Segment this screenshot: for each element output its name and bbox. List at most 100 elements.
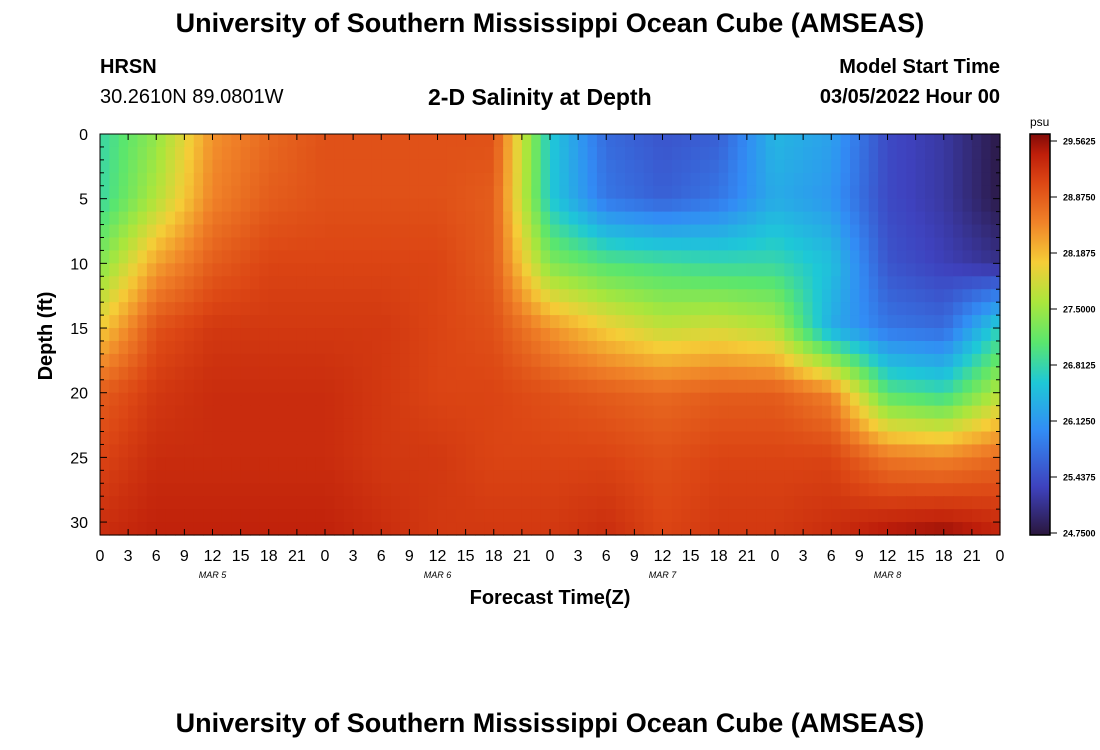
heatmap-cell (493, 444, 504, 458)
heatmap-cell (868, 496, 879, 510)
heatmap-cell (859, 457, 870, 471)
heatmap-cell (437, 302, 448, 316)
heatmap-cell (831, 263, 842, 277)
heatmap-cell (400, 315, 410, 329)
heatmap-cell (775, 276, 785, 290)
heatmap-cell (437, 198, 448, 213)
heatmap-cell (334, 302, 345, 316)
heatmap-cell (737, 379, 748, 394)
heatmap-cell (475, 211, 485, 226)
heatmap-cell (634, 211, 645, 226)
heatmap-cell (493, 172, 504, 187)
heatmap-cell (578, 431, 589, 446)
heatmap-cell (643, 509, 654, 523)
heatmap-cell (915, 470, 926, 484)
heatmap-cell (878, 457, 889, 471)
heatmap-cell (906, 250, 917, 264)
heatmap-cell (362, 211, 373, 226)
heatmap-cells (100, 134, 1001, 536)
heatmap-cell (606, 159, 617, 174)
heatmap-cell (287, 263, 298, 277)
heatmap-cell (840, 185, 851, 200)
x-tick-label: 21 (288, 548, 306, 565)
heatmap-cell (578, 224, 589, 239)
heatmap-cell (887, 224, 898, 239)
heatmap-cell (193, 211, 204, 226)
heatmap-cell (634, 470, 645, 484)
heatmap-cell (671, 198, 682, 213)
heatmap-cell (503, 250, 514, 264)
heatmap-cell (446, 496, 457, 510)
heatmap-cell (943, 315, 954, 329)
heatmap-cell (784, 211, 795, 226)
heatmap-cell (400, 224, 410, 239)
heatmap-cell (184, 418, 195, 433)
heatmap-cell (653, 522, 664, 536)
heatmap-cell (315, 405, 326, 420)
heatmap-cell (662, 522, 673, 536)
heatmap-cell (690, 522, 701, 536)
heatmap-cell (765, 418, 776, 433)
heatmap-cell (540, 224, 551, 239)
heatmap-cell (175, 276, 185, 290)
heatmap-cell (362, 302, 373, 316)
heatmap-cell (831, 198, 842, 213)
heatmap-cell (493, 159, 504, 174)
heatmap-cell (925, 522, 935, 536)
heatmap-cell (465, 496, 476, 510)
heatmap-cell (990, 483, 1001, 497)
heatmap-cell (343, 366, 354, 381)
heatmap-cell (943, 159, 954, 174)
heatmap-cell (803, 431, 814, 446)
heatmap-cell (568, 340, 579, 355)
heatmap-cell (540, 146, 551, 161)
heatmap-cell (212, 159, 223, 174)
heatmap-cell (465, 340, 476, 355)
heatmap-cell (315, 470, 326, 484)
heatmap-cell (596, 509, 607, 523)
heatmap-cell (812, 302, 823, 316)
heatmap-cell (334, 263, 345, 277)
heatmap-cell (925, 250, 935, 264)
heatmap-cell (362, 483, 373, 497)
heatmap-cell (400, 522, 410, 536)
heatmap-cell (737, 457, 748, 471)
heatmap-cell (559, 379, 570, 394)
heatmap-cell (128, 302, 139, 316)
heatmap-cell (531, 185, 542, 200)
heatmap-cell (728, 263, 739, 277)
heatmap-cell (906, 315, 917, 329)
heatmap-cell (353, 328, 364, 342)
heatmap-cell (784, 328, 795, 342)
heatmap-cell (981, 302, 992, 316)
heatmap-cell (812, 483, 823, 497)
heatmap-cell (512, 444, 523, 458)
heatmap-cell (606, 483, 617, 497)
heatmap-cell (831, 276, 842, 290)
heatmap-cell (925, 289, 935, 303)
heatmap-cell (428, 457, 439, 471)
heatmap-cell (240, 315, 251, 329)
heatmap-cell (850, 315, 860, 329)
heatmap-cell (737, 172, 748, 187)
heatmap-cell (146, 431, 157, 446)
heatmap-cell (775, 302, 785, 316)
heatmap-cell (118, 289, 129, 303)
heatmap-cell (296, 289, 307, 303)
heatmap-cell (896, 276, 907, 290)
heatmap-cell (896, 315, 907, 329)
heatmap-cell (559, 276, 570, 290)
heatmap-cell (193, 198, 204, 213)
heatmap-cell (100, 328, 110, 342)
heatmap-cell (184, 146, 195, 161)
heatmap-cell (915, 185, 926, 200)
heatmap-cell (737, 470, 748, 484)
heatmap-cell (203, 353, 214, 368)
heatmap-cell (878, 185, 889, 200)
heatmap-cell (475, 263, 485, 277)
heatmap-cell (381, 211, 392, 226)
heatmap-cell (718, 418, 729, 433)
heatmap-cell (578, 470, 589, 484)
heatmap-cell (278, 418, 289, 433)
heatmap-cell (540, 405, 551, 420)
